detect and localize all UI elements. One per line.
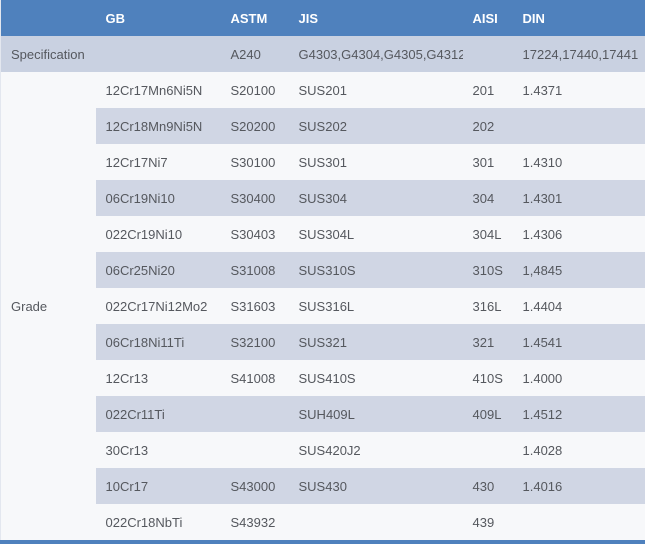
cell-jis: SUH409L (288, 396, 463, 432)
cell-aisi: 304 (462, 180, 513, 216)
cell-astm (220, 396, 289, 432)
grade-row: 12Cr17Ni7 S30100 SUS301 301 1.4310 (1, 144, 645, 180)
cell-din: 1.4000 (512, 360, 645, 396)
cell-astm: S20100 (220, 72, 289, 108)
grade-row: 10Cr17 S43000 SUS430 430 1.4016 (1, 468, 645, 504)
cell-gb: 12Cr17Ni7 (95, 144, 221, 180)
cell-astm: S32100 (220, 324, 289, 360)
cell-jis: SUS316L (288, 288, 463, 324)
header-din: DIN (512, 0, 645, 36)
cell-gb: 10Cr17 (95, 468, 221, 504)
grade-group-label: Grade (0, 72, 96, 540)
cell-jis (288, 504, 463, 540)
cell-din: 1.4404 (512, 288, 645, 324)
cell-din: 1.4512 (512, 396, 645, 432)
cell-jis: SUS310S (288, 252, 463, 288)
specification-row: Specification A240 G4303,G4304,G4305,G43… (0, 36, 645, 72)
grade-row: 022Cr19Ni10 S30403 SUS304L 304L 1.4306 (1, 216, 645, 252)
cell-astm: S43000 (220, 468, 289, 504)
cell-din (512, 504, 645, 540)
grade-row: 12Cr13 S41008 SUS410S 410S 1.4000 (1, 360, 645, 396)
cell-aisi: 430 (462, 468, 513, 504)
cell-jis: SUS201 (288, 72, 463, 108)
grade-row: 12Cr18Mn9Ni5N S20200 SUS202 202 (1, 108, 645, 144)
cell-jis: SUS304 (288, 180, 463, 216)
grade-row: 022Cr17Ni12Mo2 S31603 SUS316L 316L 1.440… (1, 288, 645, 324)
cell-astm: S30400 (220, 180, 289, 216)
cell-aisi: 321 (462, 324, 513, 360)
cell-jis: SUS420J2 (288, 432, 463, 468)
cell-din: 1.4306 (512, 216, 645, 252)
cell-aisi: 439 (462, 504, 513, 540)
cell-aisi: 316L (462, 288, 513, 324)
header-gb: GB (95, 0, 221, 36)
cell-gb: 06Cr19Ni10 (95, 180, 221, 216)
cell-astm: S30100 (220, 144, 289, 180)
table-header-row: GB ASTM JIS AISI DIN (0, 0, 645, 36)
table-bottom-border (0, 540, 645, 544)
cell-jis: SUS301 (288, 144, 463, 180)
cell-jis: G4303,G4304,G4305,G4312 (288, 36, 463, 72)
cell-din (512, 108, 645, 144)
cell-gb: 022Cr19Ni10 (95, 216, 221, 252)
grade-row: 06Cr19Ni10 S30400 SUS304 304 1.4301 (1, 180, 645, 216)
header-jis: JIS (288, 0, 463, 36)
header-rowlabel (0, 0, 96, 36)
cell-din: 1.4301 (512, 180, 645, 216)
cell-gb: 022Cr17Ni12Mo2 (95, 288, 221, 324)
cell-jis: SUS410S (288, 360, 463, 396)
cell-astm: S41008 (220, 360, 289, 396)
cell-gb: 30Cr13 (95, 432, 221, 468)
cell-gb: 06Cr25Ni20 (95, 252, 221, 288)
cell-aisi (462, 432, 513, 468)
cell-aisi: 409L (462, 396, 513, 432)
cell-astm: A240 (220, 36, 289, 72)
cell-jis: SUS304L (288, 216, 463, 252)
cell-aisi: 410S (462, 360, 513, 396)
grade-row: 06Cr18Ni11Ti S32100 SUS321 321 1.4541 (1, 324, 645, 360)
cell-din: 1.4310 (512, 144, 645, 180)
cell-aisi (462, 36, 513, 72)
grade-row: 30Cr13 SUS420J2 1.4028 (1, 432, 645, 468)
cell-din: 1,4845 (512, 252, 645, 288)
cell-jis: SUS202 (288, 108, 463, 144)
cell-astm (220, 432, 289, 468)
cell-aisi: 310S (462, 252, 513, 288)
cell-gb: 12Cr18Mn9Ni5N (95, 108, 221, 144)
cell-gb: 12Cr17Mn6Ni5N (95, 72, 221, 108)
cell-din: 1.4371 (512, 72, 645, 108)
cell-din: 1.4541 (512, 324, 645, 360)
grade-row: 06Cr25Ni20 S31008 SUS310S 310S 1,4845 (1, 252, 645, 288)
cell-aisi: 201 (462, 72, 513, 108)
cell-gb (95, 36, 221, 72)
cell-gb: 022Cr11Ti (95, 396, 221, 432)
cell-gb: 022Cr18NbTi (95, 504, 221, 540)
cell-din: 1.4028 (512, 432, 645, 468)
header-astm: ASTM (220, 0, 289, 36)
cell-aisi: 301 (462, 144, 513, 180)
cell-jis: SUS430 (288, 468, 463, 504)
cell-aisi: 304L (462, 216, 513, 252)
row-label: Specification (0, 36, 96, 72)
header-aisi: AISI (462, 0, 513, 36)
cell-astm: S30403 (220, 216, 289, 252)
cell-din: 17224,17440,17441 (512, 36, 645, 72)
cell-astm: S31603 (220, 288, 289, 324)
grade-row: Grade 12Cr17Mn6Ni5N S20100 SUS201 201 1.… (0, 72, 645, 540)
cell-gb: 06Cr18Ni11Ti (95, 324, 221, 360)
cell-din: 1.4016 (512, 468, 645, 504)
cell-gb: 12Cr13 (95, 360, 221, 396)
cell-jis: SUS321 (288, 324, 463, 360)
cell-astm: S31008 (220, 252, 289, 288)
cell-astm: S43932 (220, 504, 289, 540)
grade-row: 022Cr11Ti SUH409L 409L 1.4512 (1, 396, 645, 432)
cell-aisi: 202 (462, 108, 513, 144)
grade-row: 022Cr18NbTi S43932 439 (1, 504, 645, 540)
cell-astm: S20200 (220, 108, 289, 144)
